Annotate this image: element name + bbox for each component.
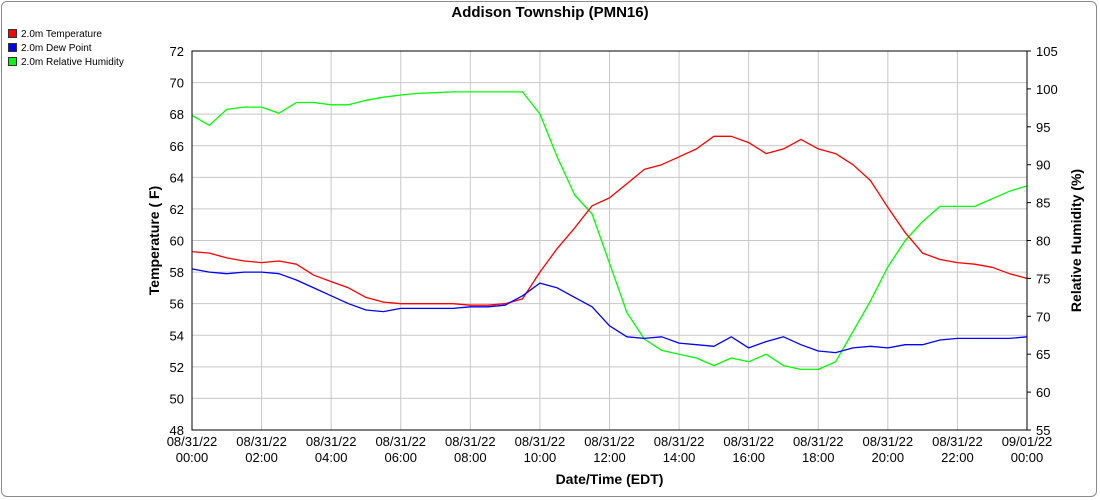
y-tick-label: 48 <box>170 423 184 438</box>
x-tick-label-time: 14:00 <box>663 450 696 465</box>
x-tick-label-date: 08/31/22 <box>932 434 983 449</box>
x-tick-label-time: 20:00 <box>872 450 905 465</box>
x-tick-label-time: 18:00 <box>802 450 835 465</box>
legend-item-temperature: 2.0m Temperature <box>8 28 124 42</box>
y-tick-label: 60 <box>170 234 184 249</box>
y-tick-label: 58 <box>170 265 184 280</box>
y2-axis-title: Relative Humidity (%) <box>1068 169 1084 312</box>
y2-tick-label: 60 <box>1036 385 1050 400</box>
x-tick-label-time: 08:00 <box>454 450 487 465</box>
x-tick-label-time: 22:00 <box>941 450 974 465</box>
series-line-2-0m-temperature <box>191 135 1028 306</box>
x-tick-label-date: 08/31/22 <box>584 434 635 449</box>
x-tick-label-time: 10:00 <box>524 450 557 465</box>
y2-tick-label: 90 <box>1036 158 1050 173</box>
series-layer <box>191 91 1028 371</box>
x-tick-label-time: 00:00 <box>176 450 209 465</box>
y-tick-label: 56 <box>170 297 184 312</box>
legend-swatch-relative-humidity <box>8 56 17 66</box>
y2-tick-label: 75 <box>1036 271 1050 286</box>
y-tick-label: 70 <box>170 76 184 91</box>
y2-tick-label: 85 <box>1036 196 1050 211</box>
legend-item-relative-humidity: 2.0m Relative Humidity <box>8 56 124 70</box>
y-tick-label: 72 <box>170 44 184 59</box>
y-tick-label: 62 <box>170 202 184 217</box>
y-tick-label: 54 <box>170 328 184 343</box>
y2-tick-label: 65 <box>1036 347 1050 362</box>
grid <box>191 50 1028 431</box>
x-tick-label-date: 08/31/22 <box>375 434 426 449</box>
legend-label-relative-humidity: 2.0m Relative Humidity <box>21 57 124 68</box>
x-tick-label-date: 08/31/22 <box>654 434 705 449</box>
series-line-2-0m-dew-point <box>191 268 1028 354</box>
legend-item-dew-point: 2.0m Dew Point <box>8 42 124 56</box>
legend: 2.0m Temperature 2.0m Dew Point 2.0m Rel… <box>8 28 124 70</box>
x-tick-label-date: 08/31/22 <box>863 434 914 449</box>
axes: 48 50 52 54 56 58 60 62 64 66 68 70 72 55 60 65 70 75 80 85… <box>167 44 1058 465</box>
x-tick-label-time: 12:00 <box>593 450 626 465</box>
x-tick-label-date: 08/31/22 <box>515 434 566 449</box>
y-tick-label: 52 <box>170 360 184 375</box>
legend-swatch-temperature <box>8 28 17 38</box>
x-tick-label-date: 08/31/22 <box>723 434 774 449</box>
y2-tick-label: 95 <box>1036 120 1050 135</box>
x-tick-label-time: 02:00 <box>245 450 278 465</box>
y2-tick-label: 55 <box>1036 423 1050 438</box>
x-tick-label-date: 08/31/22 <box>445 434 496 449</box>
y2-tick-label: 105 <box>1036 44 1058 59</box>
x-tick-label-date: 08/31/22 <box>236 434 287 449</box>
y-tick-label: 50 <box>170 391 184 406</box>
y-tick-label: 68 <box>170 107 184 122</box>
x-axis-title: Date/Time (EDT) <box>556 471 664 487</box>
legend-label-dew-point: 2.0m Dew Point <box>21 43 92 54</box>
x-tick-label-date: 08/31/22 <box>167 434 218 449</box>
x-tick-label-time: 00:00 <box>1011 450 1044 465</box>
x-tick-label-time: 04:00 <box>315 450 348 465</box>
legend-swatch-dew-point <box>8 42 17 52</box>
y-tick-label: 66 <box>170 139 184 154</box>
y-axis-title: Temperature ( F) <box>146 186 162 295</box>
chart-title: Addison Township (PMN16) <box>451 4 649 21</box>
x-tick-label-date: 08/31/22 <box>306 434 357 449</box>
legend-label-temperature: 2.0m Temperature <box>21 29 102 40</box>
x-tick-label-date: 09/01/22 <box>1002 434 1053 449</box>
x-tick-label-time: 16:00 <box>732 450 765 465</box>
x-tick-label-time: 06:00 <box>384 450 417 465</box>
x-tick-label-date: 08/31/22 <box>793 434 844 449</box>
y2-tick-label: 80 <box>1036 234 1050 249</box>
series-line-2-0m-relative-humidity <box>191 91 1028 371</box>
y-tick-label: 64 <box>170 170 184 185</box>
y2-tick-label: 70 <box>1036 309 1050 324</box>
y2-tick-label: 100 <box>1036 82 1058 97</box>
